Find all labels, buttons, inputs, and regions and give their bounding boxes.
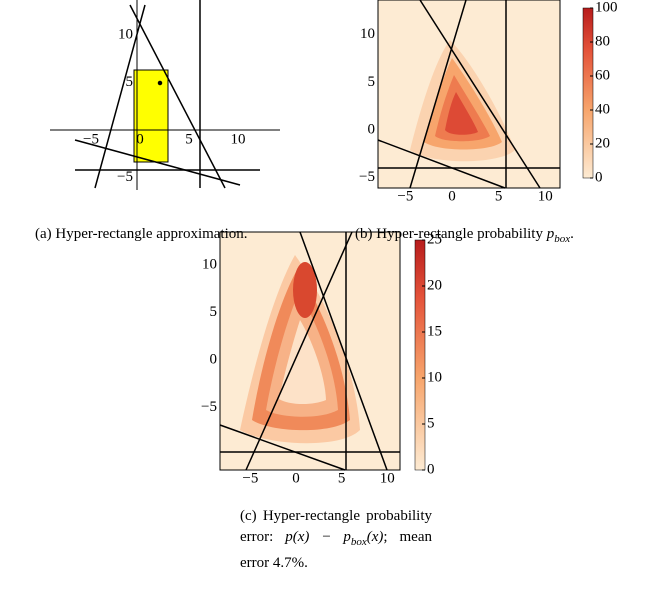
x-tick-label: 5 — [338, 470, 346, 486]
x-tick-label: 5 — [495, 188, 503, 204]
colorbar — [414, 239, 426, 471]
panel-c — [219, 231, 426, 471]
colorbar-label: 15 — [427, 323, 442, 339]
y-tick-label: 10 — [360, 26, 375, 42]
constraint — [94, 4, 146, 189]
caption-sub: box — [554, 233, 571, 245]
colorbar-label: 25 — [427, 231, 442, 247]
panel-a — [50, 0, 280, 190]
colorbar-label: 100 — [595, 0, 618, 15]
point — [157, 80, 163, 86]
caption-math: (x) — [366, 529, 384, 545]
y-tick-label: 10 — [202, 257, 217, 273]
colorbar-label: 40 — [595, 101, 610, 117]
constraint — [419, 0, 541, 189]
colorbar-label: 0 — [427, 461, 435, 477]
colorbar-label: 5 — [427, 415, 435, 431]
x-tick-label: 0 — [136, 131, 144, 147]
caption-text: (b) Hyper-rectangle probability — [355, 226, 547, 242]
contour — [279, 320, 326, 405]
colorbar-label: 20 — [427, 277, 442, 293]
box — [133, 69, 169, 163]
y-tick-label: 0 — [210, 351, 218, 367]
x-tick-label: 10 — [380, 470, 395, 486]
constraint — [299, 231, 388, 471]
x-tick-label: −5 — [397, 188, 413, 204]
contour — [445, 92, 478, 135]
x-tick-label: 10 — [538, 188, 553, 204]
caption: (c) Hyper-rectangle probability error: p… — [240, 506, 432, 574]
colorbar — [582, 7, 594, 179]
constraint — [74, 139, 241, 186]
y-tick-label: −5 — [359, 169, 375, 185]
constraint — [409, 0, 467, 189]
caption-sub: box — [350, 536, 367, 548]
caption-text: (a) Hyper-rectangle approximation. — [35, 226, 248, 242]
x-tick-label: −5 — [242, 470, 258, 486]
y-tick-label: 5 — [126, 74, 134, 90]
caption: (a) Hyper-rectangle approximation. — [35, 224, 320, 245]
constraints — [219, 231, 400, 471]
caption-math: p — [546, 226, 555, 242]
y-tick-label: −5 — [117, 169, 133, 185]
caption-text: . — [570, 226, 574, 242]
y-tick-label: 5 — [368, 74, 376, 90]
colorbar-label: 0 — [595, 169, 603, 185]
constraint — [129, 4, 226, 189]
constraint — [219, 424, 346, 471]
x-tick-label: 5 — [185, 131, 193, 147]
colorbar-label: 20 — [595, 135, 610, 151]
x-tick-label: 10 — [231, 131, 246, 147]
constraint — [245, 231, 353, 471]
x-tick-label: −5 — [83, 131, 99, 147]
x-tick-label: 0 — [448, 188, 456, 204]
y-tick-label: 0 — [368, 121, 376, 137]
y-tick-label: 5 — [210, 304, 218, 320]
caption-math: p(x) − p — [285, 529, 351, 545]
colorbar-label: 80 — [595, 33, 610, 49]
caption: (b) Hyper-rectangle probability pbox. — [355, 224, 655, 250]
colorbar-label: 10 — [427, 369, 442, 385]
constraint — [377, 139, 506, 189]
caption-text: (c) Hyper-rectangle probability error: — [240, 508, 432, 545]
y-tick-label: 10 — [118, 26, 133, 42]
y-tick-label: −5 — [201, 399, 217, 415]
colorbar-label: 60 — [595, 67, 610, 83]
constraints — [377, 0, 560, 189]
contour — [293, 262, 317, 318]
caption-text: ; mean error 4.7%. — [240, 529, 432, 571]
x-tick-label: 0 — [292, 470, 300, 486]
panel-b — [377, 0, 594, 189]
